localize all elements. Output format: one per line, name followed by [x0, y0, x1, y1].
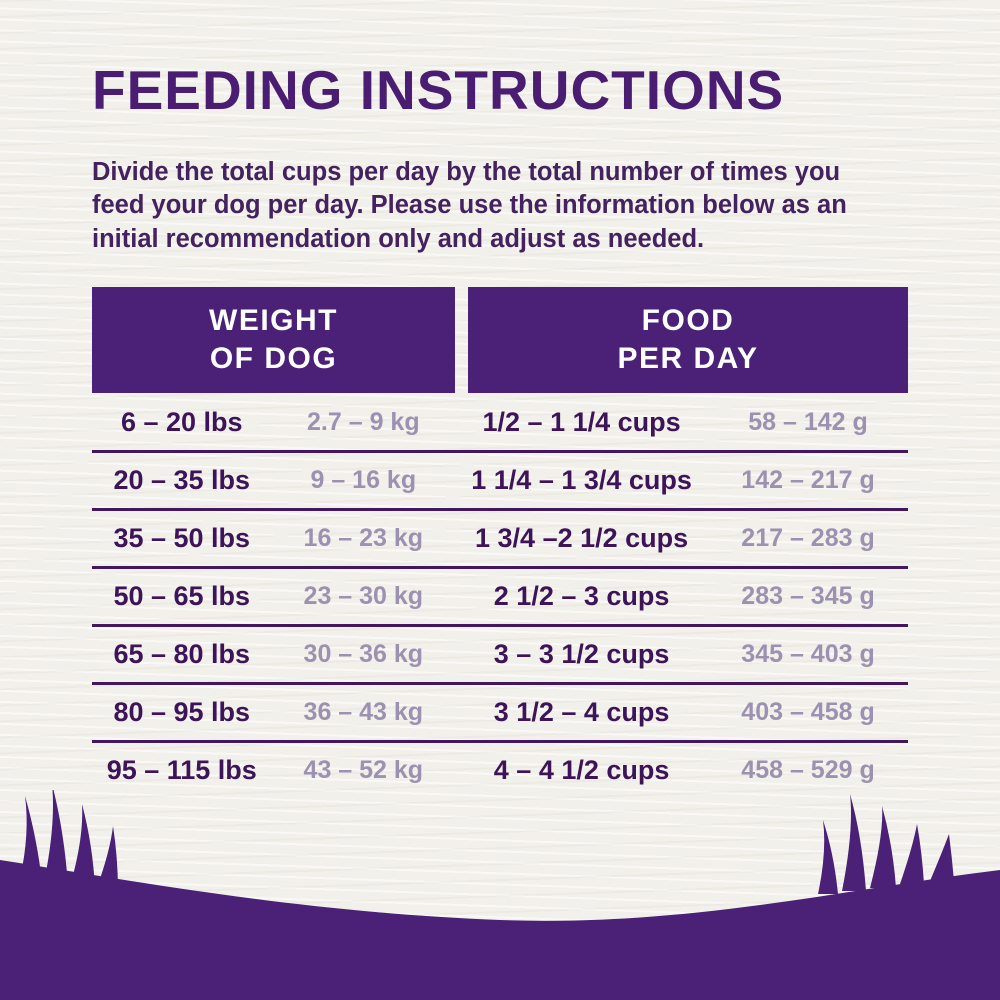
table-header-row: WEIGHT OF DOG FOOD PER DAY	[92, 286, 908, 393]
food-grams: 217 – 283 g	[741, 523, 875, 552]
weight-lbs: 65 – 80 lbs	[113, 638, 251, 669]
header-weight-of-dog: WEIGHT OF DOG	[92, 286, 455, 393]
food-grams: 345 – 403 g	[741, 639, 875, 668]
weight-kg: 16 – 23 kg	[303, 523, 424, 552]
weight-lbs: 20 – 35 lbs	[113, 464, 251, 495]
weight-kg: 9 – 16 kg	[310, 465, 417, 494]
header-food-per-day: FOOD PER DAY	[468, 286, 908, 393]
weight-kg: 2.7 – 9 kg	[307, 407, 420, 436]
food-grams: 458 – 529 g	[741, 755, 875, 784]
food-cups: 2 1/2 – 3 cups	[493, 580, 670, 611]
food-grams: 283 – 345 g	[741, 581, 875, 610]
food-cups: 1/2 – 1 1/4 cups	[482, 406, 681, 437]
weight-lbs: 35 – 50 lbs	[113, 522, 251, 553]
weight-kg: 36 – 43 kg	[303, 697, 424, 726]
food-cups: 1 1/4 – 1 3/4 cups	[471, 464, 692, 495]
page-title: FEEDING INSTRUCTIONS	[92, 59, 785, 121]
table-row: 20 – 35 lbs 9 – 16 kg 1 1/4 – 1 3/4 cups…	[92, 453, 908, 511]
header-food-line2: PER DAY	[617, 341, 759, 375]
grass-silhouette-graphic	[0, 790, 1000, 1000]
food-grams: 142 – 217 g	[741, 465, 875, 494]
weight-lbs: 50 – 65 lbs	[113, 580, 251, 611]
table-row: 95 – 115 lbs 43 – 52 kg 4 – 4 1/2 cups 4…	[92, 743, 908, 798]
food-grams: 58 – 142 g	[748, 407, 868, 436]
weight-kg: 23 – 30 kg	[303, 581, 424, 610]
weight-lbs: 95 – 115 lbs	[106, 754, 257, 785]
table-row: 6 – 20 lbs 2.7 – 9 kg 1/2 – 1 1/4 cups 5…	[92, 395, 908, 453]
weight-kg: 30 – 36 kg	[303, 639, 424, 668]
food-cups: 3 1/2 – 4 cups	[493, 696, 670, 727]
feeding-table: 6 – 20 lbs 2.7 – 9 kg 1/2 – 1 1/4 cups 5…	[92, 395, 908, 798]
weight-lbs: 6 – 20 lbs	[120, 406, 243, 437]
table-row: 35 – 50 lbs 16 – 23 kg 1 3/4 –2 1/2 cups…	[92, 511, 908, 569]
table-row: 50 – 65 lbs 23 – 30 kg 2 1/2 – 3 cups 28…	[92, 569, 908, 627]
food-cups: 1 3/4 –2 1/2 cups	[475, 522, 689, 553]
weight-kg: 43 – 52 kg	[303, 755, 424, 784]
food-cups: 4 – 4 1/2 cups	[493, 754, 670, 785]
header-weight-line1: WEIGHT	[209, 304, 338, 338]
table-row: 80 – 95 lbs 36 – 43 kg 3 1/2 – 4 cups 40…	[92, 685, 908, 743]
food-grams: 403 – 458 g	[741, 697, 875, 726]
intro-text: Divide the total cups per day by the tot…	[92, 157, 847, 254]
weight-lbs: 80 – 95 lbs	[113, 696, 251, 727]
label-content: FEEDING INSTRUCTIONS Divide the total cu…	[92, 0, 908, 798]
header-weight-line2: OF DOG	[209, 341, 338, 375]
table-row: 65 – 80 lbs 30 – 36 kg 3 – 3 1/2 cups 34…	[92, 627, 908, 685]
food-cups: 3 – 3 1/2 cups	[493, 638, 670, 669]
header-food-line1: FOOD	[641, 304, 735, 338]
